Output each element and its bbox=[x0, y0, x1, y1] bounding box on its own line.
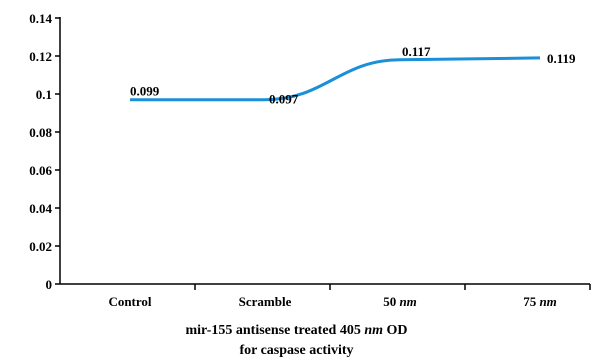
x-tick-label: Scramble bbox=[239, 294, 292, 309]
x-tick-label: 50 nm bbox=[383, 294, 417, 309]
data-label: 0.099 bbox=[130, 84, 160, 99]
y-tick-label: 0.14 bbox=[29, 11, 52, 26]
x-axis-title-line1: mir-155 antisense treated 405 nm OD bbox=[185, 323, 408, 338]
y-tick-label: 0.08 bbox=[29, 125, 52, 140]
data-label: 0.117 bbox=[402, 44, 431, 59]
y-tick-label: 0 bbox=[46, 277, 53, 292]
y-tick-label: 0.02 bbox=[29, 239, 52, 254]
x-axis-ticks: Control Scramble 50 nm 75 nm bbox=[108, 284, 591, 309]
y-tick-label: 0.12 bbox=[29, 49, 52, 64]
y-axis-ticks: 0 0.02 0.04 0.06 0.08 0.1 0.12 0.14 bbox=[29, 11, 60, 292]
x-axis-title-line2: for caspase activity bbox=[239, 343, 354, 358]
data-label: 0.119 bbox=[547, 51, 576, 66]
data-label: 0.097 bbox=[269, 92, 299, 107]
data-labels: 0.099 0.097 0.117 0.119 bbox=[130, 44, 576, 107]
x-tick-label: 75 nm bbox=[523, 294, 557, 309]
y-tick-label: 0.1 bbox=[36, 87, 52, 102]
x-tick-label: Control bbox=[108, 294, 151, 309]
y-tick-label: 0.06 bbox=[29, 163, 52, 178]
series-line bbox=[130, 56, 541, 102]
y-tick-label: 0.04 bbox=[29, 201, 52, 216]
